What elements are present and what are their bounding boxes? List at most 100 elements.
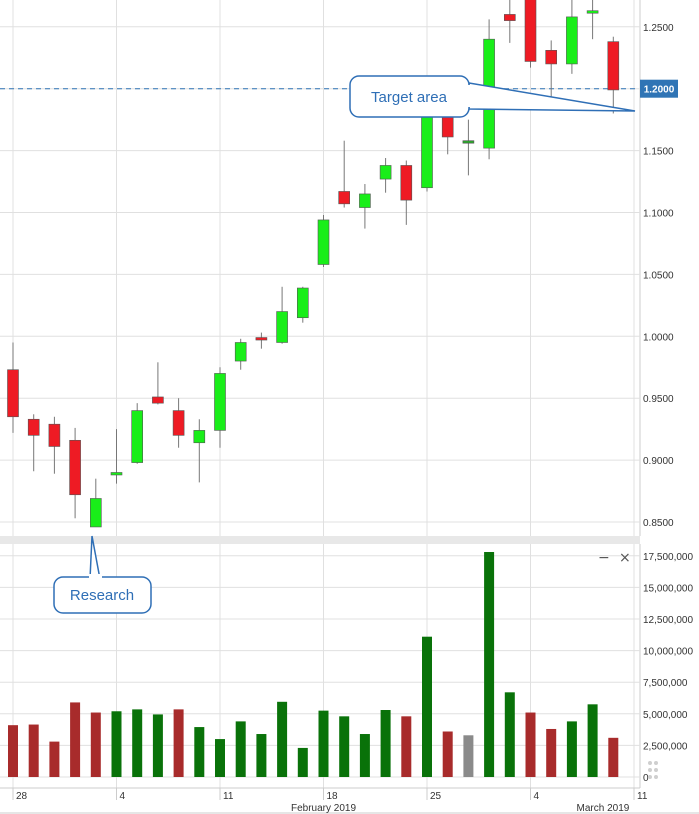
candle — [7, 342, 19, 433]
panel-separator[interactable] — [0, 536, 640, 544]
candle — [503, 0, 516, 43]
candle-body — [524, 0, 537, 62]
research-label: Research — [70, 587, 134, 604]
candle-body — [214, 373, 226, 431]
price-tick-label: 0.9500 — [643, 394, 674, 405]
candle-body — [193, 430, 206, 444]
candle-body — [503, 14, 516, 21]
candle-body — [131, 410, 143, 463]
time-tick-label: 25 — [430, 791, 442, 802]
candle — [214, 367, 226, 448]
volume-bar — [339, 716, 350, 777]
volume-bar — [566, 721, 577, 777]
time-tick-label: 4 — [120, 791, 126, 802]
candle — [359, 184, 371, 229]
candle — [379, 158, 392, 193]
candle — [48, 416, 61, 474]
volume-bar — [132, 709, 143, 777]
candle — [255, 332, 268, 349]
volume-bar — [463, 735, 474, 777]
candle — [193, 419, 206, 483]
resize-grip-icon[interactable] — [648, 761, 658, 779]
volume-bar — [525, 712, 536, 777]
candle — [131, 403, 143, 464]
volume-bar — [90, 712, 101, 777]
candle-body — [566, 16, 578, 65]
candle-body — [441, 115, 454, 138]
candle — [110, 429, 123, 484]
volume-bar — [318, 710, 329, 777]
price-tick-label: 0.8500 — [643, 518, 674, 529]
research-joint — [89, 574, 102, 580]
target-area-joint — [465, 85, 471, 107]
volume-bar — [277, 701, 288, 777]
candle-body — [586, 10, 599, 14]
price-axis: 0.8500 0.9000 0.9500 1.0000 1.0500 1.1000 1.15… — [643, 23, 674, 529]
volume-bar — [70, 702, 81, 777]
candle-body — [27, 418, 40, 436]
candle-body — [607, 41, 620, 91]
candle — [90, 478, 102, 528]
price-tick-label: 1.0000 — [643, 332, 674, 343]
candle — [69, 427, 81, 519]
candle — [276, 286, 288, 344]
reference-line: 1.2000 — [0, 79, 678, 98]
candle-body — [545, 50, 558, 65]
time-tick-label: 18 — [327, 791, 339, 802]
candle-body — [110, 472, 123, 476]
close-panel-button[interactable]: × — [619, 550, 631, 566]
candle-body — [255, 337, 268, 341]
volume-bar — [504, 692, 515, 777]
price-tick-label: 0.9000 — [643, 456, 674, 467]
candle-body — [421, 105, 433, 189]
volume-bar — [235, 721, 246, 777]
volume-tick-label: 17,500,000 — [643, 552, 693, 563]
candle — [338, 140, 351, 208]
volume-tick-label: 5,000,000 — [643, 710, 688, 721]
time-tick-label: 28 — [16, 791, 28, 802]
time-tick-label: 4 — [534, 791, 540, 802]
candle-body — [276, 311, 288, 343]
candle-body — [317, 219, 330, 265]
candle — [524, 0, 537, 68]
price-tick-label: 1.0500 — [643, 270, 674, 281]
volume-tick-label: 2,500,000 — [643, 741, 688, 752]
minimize-panel-button[interactable]: − — [598, 550, 610, 566]
candle — [400, 160, 413, 225]
volume-bar — [442, 731, 453, 777]
volume-tick-label: 7,500,000 — [643, 678, 688, 689]
candle — [172, 398, 185, 448]
volume-tick-label: 12,500,000 — [643, 615, 693, 626]
volume-bar — [28, 724, 39, 777]
target-area-callout: Target area — [349, 75, 636, 118]
volume-bar — [297, 747, 308, 777]
volume-bar — [215, 739, 225, 777]
price-tick-label: 1.1500 — [643, 147, 674, 158]
time-tick-label: 11 — [223, 791, 234, 802]
candle — [152, 362, 164, 405]
volume-bar — [194, 727, 205, 777]
candle-body — [359, 193, 371, 208]
volume-bar — [173, 709, 184, 777]
volume-bars — [8, 552, 619, 777]
candle-body — [152, 396, 164, 404]
month-label: February 2019 — [291, 803, 356, 814]
volume-tick-label: 10,000,000 — [643, 647, 693, 658]
candle-body — [400, 165, 413, 201]
candle — [296, 286, 309, 323]
candle-body — [462, 140, 475, 144]
volume-bar — [587, 704, 598, 777]
candle-body — [172, 410, 185, 436]
candle-body — [379, 165, 392, 180]
candle — [27, 414, 40, 472]
volume-bar — [484, 552, 495, 777]
volume-tick-label: 0 — [643, 773, 649, 784]
candle-body — [338, 191, 351, 205]
candle-body — [296, 287, 309, 319]
volume-bar — [152, 714, 163, 777]
reference-line-badge — [640, 79, 678, 98]
candle-body — [69, 439, 81, 496]
candle — [586, 0, 599, 40]
reference-line-label: 1.2000 — [644, 85, 675, 96]
